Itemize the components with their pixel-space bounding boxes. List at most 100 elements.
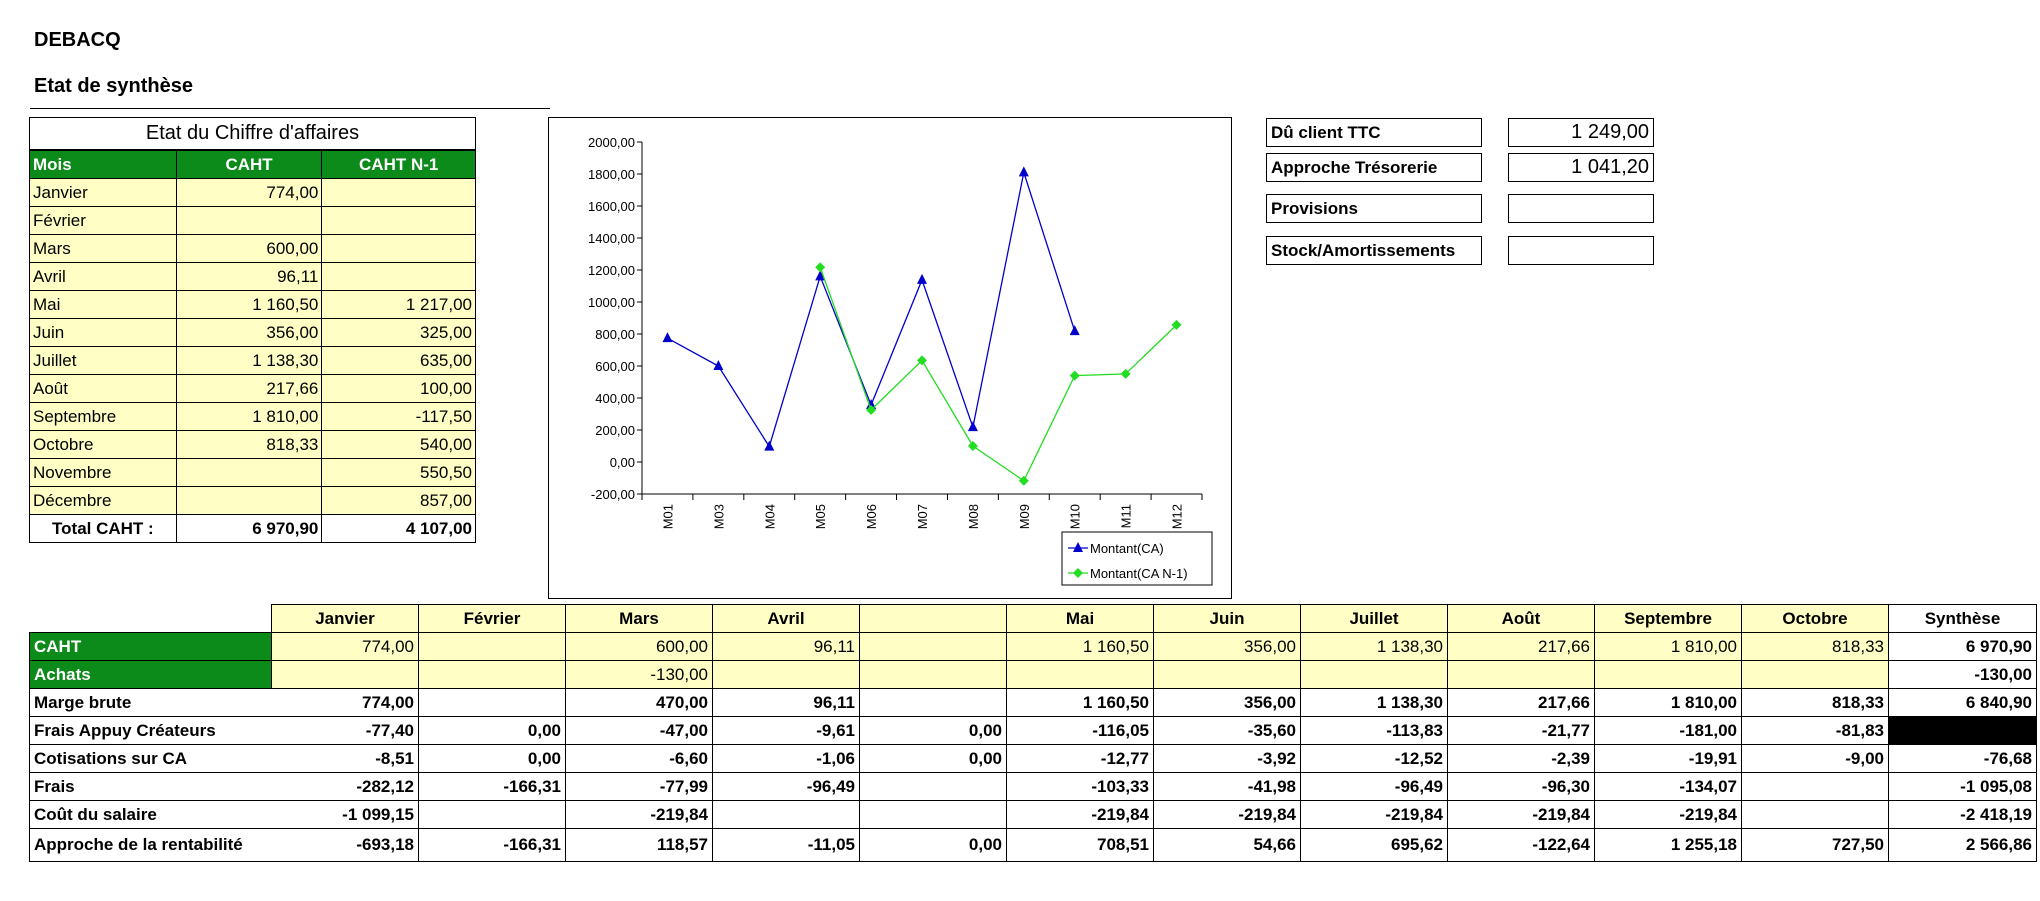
value-cell: -12,77 [1006, 744, 1154, 773]
stock-value [1508, 236, 1654, 265]
row-label: CAHT [29, 632, 272, 661]
ca-table-row: Septembre 1 810,00 -117,50 [29, 402, 476, 431]
value-cell [418, 800, 566, 829]
value-cell: -1,06 [712, 744, 860, 773]
value-cell: -219,84 [1153, 800, 1301, 829]
synthesis-row: Cotisations sur CA -8,51 0,00 -6,60 -1,06 0,0… [29, 744, 2037, 773]
synthese-cell: -2 418,19 [1888, 800, 2037, 829]
x-tick-label: M09 [1017, 504, 1032, 529]
caht-n1-cell [321, 234, 476, 263]
synthesis-row: Frais Appuy Créateurs -77,40 0,00 -47,00 -9,… [29, 716, 2037, 745]
caht-n1-cell: 635,00 [321, 346, 476, 375]
value-cell: -41,98 [1153, 772, 1301, 801]
month-header: Avril [712, 604, 860, 633]
value-cell: 600,00 [565, 632, 713, 661]
row-label: Marge brute [29, 688, 272, 717]
caht-n1-cell: -117,50 [321, 402, 476, 431]
value-cell: -12,52 [1300, 744, 1448, 773]
caht-cell: 1 138,30 [175, 346, 323, 375]
caht-n1-cell [321, 178, 476, 207]
value-cell: -130,00 [565, 660, 713, 689]
caht-cell: 774,00 [175, 178, 323, 207]
value-cell: 1 138,30 [1300, 688, 1448, 717]
total-caht: 6 970,90 [175, 514, 323, 543]
synthesis-header-row: Janvier Février Mars Avril Mai Juin Juillet Aoû… [29, 604, 2037, 633]
month-cell: Juillet [29, 346, 177, 375]
y-tick-label: 2000,00 [588, 135, 635, 150]
value-cell [712, 800, 860, 829]
month-header: Juin [1153, 604, 1301, 633]
x-tick-label: M12 [1170, 504, 1185, 529]
caht-n1-cell [321, 206, 476, 235]
value-cell: -47,00 [565, 716, 713, 745]
data-point [1018, 475, 1029, 486]
value-cell: 54,66 [1153, 828, 1301, 862]
caht-cell: 1 810,00 [175, 402, 323, 431]
value-cell: -116,05 [1006, 716, 1154, 745]
value-cell: -282,12 [271, 772, 419, 801]
ca-total-row: Total CAHT :6 970,90 4 107,00 [29, 514, 476, 543]
x-tick-label: M03 [711, 504, 726, 529]
synthese-cell: -76,68 [1888, 744, 2037, 773]
value-cell: 96,11 [712, 688, 860, 717]
data-point [1171, 319, 1182, 330]
value-cell: 1 810,00 [1594, 632, 1742, 661]
ca-table-row: Juillet 1 138,30 635,00 [29, 346, 476, 375]
month-cell: Novembre [29, 458, 177, 487]
value-cell: 818,33 [1741, 632, 1889, 661]
caht-n1-cell: 540,00 [321, 430, 476, 459]
chart-legend [1061, 531, 1213, 586]
caht-n1-cell [321, 262, 476, 291]
value-cell: 356,00 [1153, 688, 1301, 717]
y-tick-label: 1400,00 [588, 231, 635, 246]
data-point [967, 441, 978, 451]
tresorerie-value: 1 041,20 [1508, 153, 1654, 182]
month-header: Janvier [271, 604, 419, 633]
value-cell: 1 255,18 [1594, 828, 1742, 862]
value-cell: -219,84 [1300, 800, 1448, 829]
row-label: Achats [29, 660, 272, 689]
tresorerie-label: Approche Trésorerie [1266, 153, 1482, 182]
value-cell: -77,40 [271, 716, 419, 745]
ca-table-row: Juin 356,00 325,00 [29, 318, 476, 347]
legend-marker [1073, 542, 1083, 552]
value-cell [859, 772, 1007, 801]
value-cell [418, 632, 566, 661]
ca-table-row: Août 217,66 100,00 [29, 374, 476, 403]
legend-label: Montant(CA N-1) [1090, 566, 1188, 581]
value-cell: -1 099,15 [271, 800, 419, 829]
series-line-2 [819, 267, 1177, 482]
x-tick-label: M11 [1119, 504, 1134, 528]
value-cell: -219,84 [1594, 800, 1742, 829]
value-cell: -181,00 [1594, 716, 1742, 745]
y-tick-label: 1600,00 [588, 199, 635, 214]
synthese-cell: 6 840,90 [1888, 688, 2037, 717]
y-tick-label: 200,00 [595, 423, 635, 438]
caht-cell [175, 486, 323, 515]
data-point [1069, 370, 1080, 381]
value-cell: 1 138,30 [1300, 632, 1448, 661]
chart-canvas: 2000,00 1800,00 1600,00 1400,00 1200,00 1000,… [588, 135, 1213, 586]
caht-n1-cell: 100,00 [321, 374, 476, 403]
data-point [866, 399, 877, 410]
value-cell [1447, 660, 1595, 689]
synthesis-row: Marge brute 774,00 470,00 96,11 1 160,50 356,… [29, 688, 2037, 717]
month-header: Août [1447, 604, 1595, 633]
month-cell: Août [29, 374, 177, 403]
value-cell [1741, 772, 1889, 801]
value-cell: 1 160,50 [1006, 632, 1154, 661]
value-cell: -35,60 [1153, 716, 1301, 745]
value-cell: -3,92 [1153, 744, 1301, 773]
caht-cell [175, 458, 323, 487]
col-header-mois: Mois [29, 150, 177, 179]
value-cell [859, 800, 1007, 829]
value-cell: -6,60 [565, 744, 713, 773]
value-cell [859, 660, 1007, 689]
y-tick-label: 1800,00 [588, 167, 635, 182]
month-cell: Juin [29, 318, 177, 347]
ca-table-row: Janvier 774,00 [29, 178, 476, 207]
legend-marker [1073, 568, 1083, 578]
value-cell: -77,99 [565, 772, 713, 801]
y-tick-label: 800,00 [595, 327, 635, 342]
caht-cell [175, 206, 323, 235]
